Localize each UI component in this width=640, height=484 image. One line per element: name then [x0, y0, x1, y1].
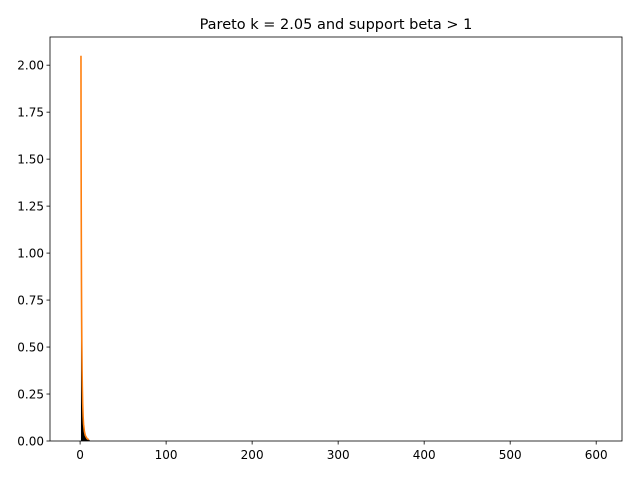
histogram-bar [85, 435, 86, 441]
histogram-bar [85, 436, 87, 441]
plot-area [80, 55, 90, 441]
y-axis-ticks: 0.00 0.25 0.50 0.75 1.00 1.25 1.50 1.75 2.00 [17, 59, 50, 449]
y-tick-label: 1.00 [17, 247, 44, 261]
density-line [80, 55, 90, 441]
y-tick-label: 2.00 [17, 59, 44, 73]
histogram-bar [87, 438, 89, 441]
histogram-bar [88, 439, 90, 441]
chart-title: Pareto k = 2.05 and support beta > 1 [200, 17, 473, 33]
x-tick-label: 600 [585, 448, 608, 462]
x-tick-label: 0 [76, 448, 84, 462]
histogram-bar [86, 437, 88, 441]
y-tick-label: 1.50 [17, 153, 44, 167]
x-tick-label: 200 [241, 448, 264, 462]
y-tick-label: 1.25 [17, 200, 44, 214]
density-curve [80, 55, 90, 441]
histogram-bar [84, 434, 86, 441]
y-tick-label: 0.75 [17, 294, 44, 308]
y-tick-label: 0.25 [17, 388, 44, 402]
histogram-bar [82, 414, 84, 441]
axes-frame [49, 36, 623, 442]
x-tick-label: 100 [155, 448, 178, 462]
y-tick-label: 1.75 [17, 106, 44, 120]
histogram-bar [83, 424, 84, 441]
histogram-bar [86, 438, 88, 441]
x-axis-ticks: 0 100 200 300 400 500 600 [76, 441, 608, 462]
histogram-bar [83, 429, 85, 441]
histogram-bar [84, 432, 85, 441]
x-tick-label: 400 [413, 448, 436, 462]
histogram-bar [88, 439, 90, 441]
y-tick-label: 0.00 [17, 435, 44, 449]
y-tick-label: 0.50 [17, 341, 44, 355]
x-tick-label: 500 [499, 448, 522, 462]
x-tick-label: 300 [327, 448, 350, 462]
